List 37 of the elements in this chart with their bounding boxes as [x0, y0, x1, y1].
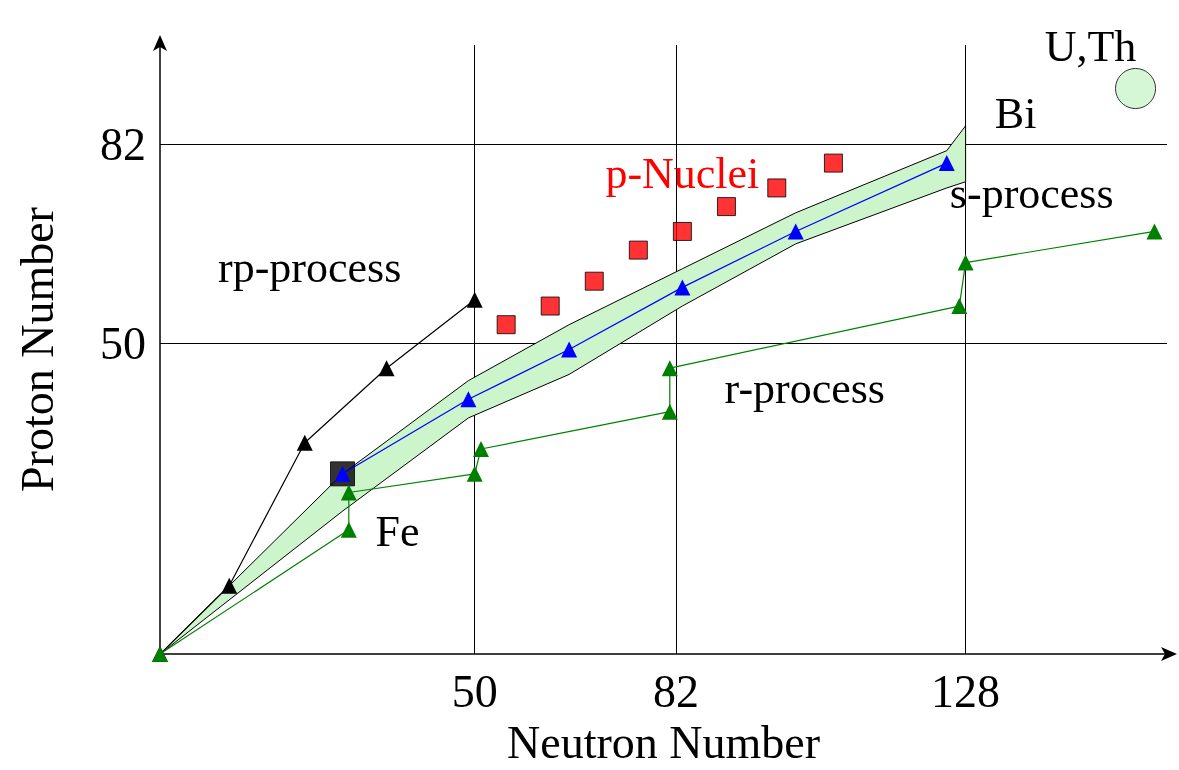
point [767, 178, 787, 198]
point [628, 240, 648, 260]
point [584, 271, 604, 291]
annotation: rp-process [218, 243, 402, 293]
point [340, 521, 357, 538]
point [221, 577, 238, 594]
point [561, 341, 578, 358]
point [460, 391, 477, 408]
x-tick-label: 82 [653, 665, 700, 717]
point [296, 434, 313, 451]
annotation: Fe [375, 507, 420, 557]
point [716, 197, 736, 217]
point [540, 296, 560, 316]
x-axis-title: Neutron Number [507, 716, 820, 768]
x-tick-label: 50 [451, 665, 498, 717]
point [951, 298, 968, 315]
point [1115, 68, 1157, 109]
point [466, 465, 483, 482]
point [472, 440, 489, 457]
point [378, 360, 395, 377]
point [787, 223, 804, 240]
point [340, 484, 357, 501]
point [938, 155, 955, 172]
point [957, 254, 974, 271]
annotation: Bi [994, 89, 1037, 139]
y-axis-title: Proton Number [11, 207, 63, 493]
point [1146, 223, 1163, 240]
annotation: r-process [724, 363, 885, 413]
x-tick-label: 128 [931, 665, 1001, 717]
point [661, 403, 678, 420]
point [674, 279, 691, 296]
point [466, 291, 483, 308]
point [823, 153, 843, 173]
point [661, 360, 678, 377]
annotation: U,Th [1044, 22, 1137, 72]
point [496, 315, 516, 335]
point [672, 221, 692, 241]
